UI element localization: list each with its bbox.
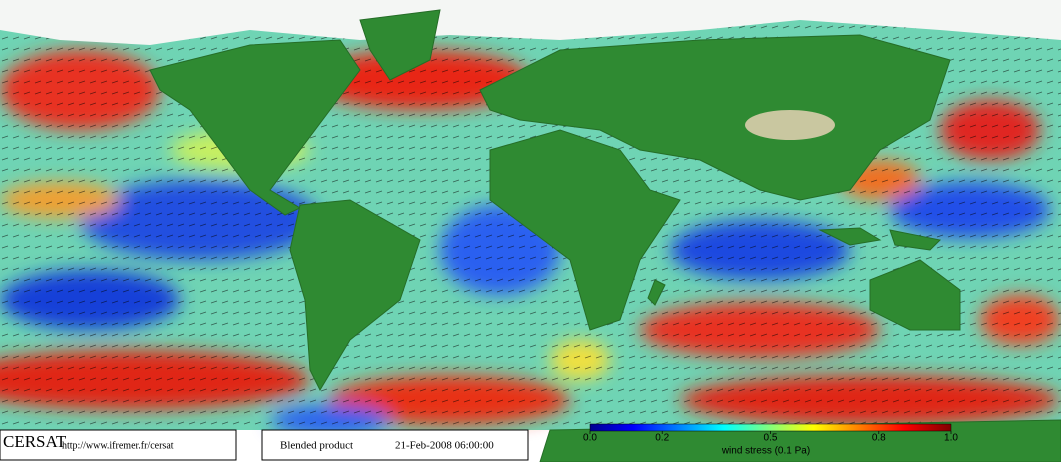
legend-label: wind stress (0.1 Pa): [721, 446, 810, 457]
colorbar-tick-label: 0.0: [583, 433, 597, 444]
colorbar-tick-label: 0.2: [655, 433, 669, 444]
product-box: [261, 429, 529, 461]
africa: [489, 129, 681, 331]
info-bar: CERSAT http://www.ifremer.fr/cersat Blen…: [0, 423, 952, 461]
indonesia: [818, 227, 942, 251]
tibet: [745, 110, 835, 140]
north-america: [149, 39, 361, 216]
url-box: [0, 429, 237, 461]
colorbar-tick-label: 1.0: [944, 433, 958, 444]
australia: [869, 259, 961, 331]
url: http://www.ifremer.fr/cersat: [62, 440, 174, 451]
colorbar-tick-label: 0.5: [764, 433, 778, 444]
arctic-ice: [0, 0, 1061, 45]
product: Blended product: [280, 440, 353, 452]
south-america: [289, 199, 421, 392]
colorbar-tick-label: 0.8: [872, 433, 886, 444]
colorbar: [589, 423, 952, 432]
madagascar: [647, 279, 666, 306]
logo: CERSAT: [3, 432, 67, 451]
eurasia: [479, 34, 951, 201]
greenland: [359, 9, 441, 81]
date: 21-Feb-2008 06:00:00: [395, 440, 494, 452]
